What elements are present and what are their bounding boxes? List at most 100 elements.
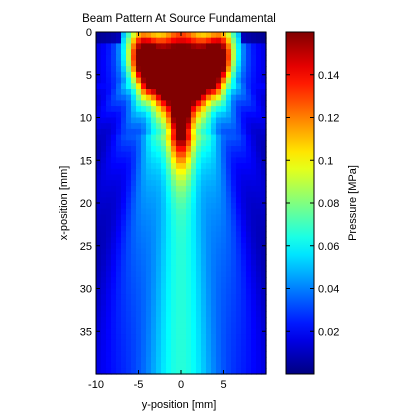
heatmap-cell [221, 225, 227, 233]
heatmap-cell [256, 77, 262, 84]
heatmap-cell [261, 271, 267, 278]
heatmap-cell [256, 299, 262, 307]
heatmap-cell [176, 362, 182, 369]
heatmap-cell [231, 271, 237, 278]
heatmap-cell [256, 174, 262, 181]
heatmap-cell [126, 271, 132, 278]
heatmap-cell [96, 248, 102, 255]
heatmap-cell [181, 83, 187, 90]
heatmap-cell [151, 356, 157, 364]
heatmap-cell [256, 49, 262, 56]
heatmap-cell [181, 180, 187, 187]
heatmap-cell [131, 203, 137, 210]
heatmap-cell [211, 265, 217, 272]
heatmap-cell [206, 60, 212, 67]
heatmap-cell [226, 277, 232, 284]
heatmap-cell [146, 146, 152, 153]
heatmap-cell [121, 66, 127, 73]
heatmap-cell [161, 111, 167, 119]
heatmap-cell [116, 351, 122, 358]
heatmap-cell [256, 111, 262, 119]
heatmap-cell [96, 60, 102, 67]
heatmap-cell [231, 106, 237, 113]
heatmap-cell [176, 271, 182, 278]
heatmap-cell [221, 163, 227, 170]
heatmap-cell [171, 351, 177, 358]
heatmap-cell [236, 294, 242, 301]
heatmap-cell [261, 237, 267, 244]
heatmap-cell [216, 271, 222, 278]
heatmap-cell [216, 328, 222, 335]
heatmap-cell [231, 111, 237, 119]
heatmap-cell [216, 339, 222, 347]
heatmap-cell [101, 362, 107, 369]
heatmap-cell [156, 220, 162, 227]
heatmap-cell [216, 77, 222, 84]
heatmap-cell [221, 237, 227, 244]
heatmap-cell [226, 134, 232, 141]
heatmap-cell [156, 305, 162, 312]
heatmap-cell [201, 248, 207, 255]
heatmap-cell [106, 111, 112, 119]
heatmap-cell [101, 311, 107, 318]
colorbar-tick-label: 0.1 [318, 155, 333, 167]
heatmap-cell [141, 106, 147, 113]
heatmap-cell [231, 197, 237, 204]
heatmap-cell [101, 271, 107, 278]
heatmap-cell [236, 265, 242, 272]
heatmap-cell [96, 362, 102, 369]
heatmap-cell [101, 43, 107, 50]
heatmap-cell [256, 225, 262, 233]
heatmap-cell [191, 345, 197, 352]
y-tick-label: 20 [80, 198, 92, 210]
heatmap-cell [221, 89, 227, 96]
heatmap-cell [186, 140, 192, 147]
heatmap-cell [241, 106, 247, 113]
heatmap-cell [146, 163, 152, 170]
heatmap-cell [261, 128, 267, 136]
heatmap-cell [251, 294, 257, 301]
heatmap-cell [226, 197, 232, 204]
heatmap-cell [211, 174, 217, 181]
heatmap-cell [131, 117, 137, 124]
heatmap-cell [221, 277, 227, 284]
heatmap-cell [141, 197, 147, 204]
heatmap-cell [171, 282, 177, 290]
heatmap-cell [141, 248, 147, 255]
heatmap-cell [246, 260, 252, 267]
heatmap-cell [241, 174, 247, 181]
heatmap-cell [136, 282, 142, 290]
heatmap-cell [131, 106, 137, 113]
heatmap-cell [241, 43, 247, 50]
heatmap-cell [261, 225, 267, 233]
heatmap-cell [166, 185, 172, 193]
heatmap-cell [231, 294, 237, 301]
heatmap-cell [106, 294, 112, 301]
heatmap-cell [146, 356, 152, 364]
heatmap-cell [171, 339, 177, 347]
heatmap-cell [156, 185, 162, 193]
heatmap-cell [166, 242, 172, 250]
heatmap-cell [186, 225, 192, 233]
heatmap-cell [196, 128, 202, 136]
heatmap-cell [231, 146, 237, 153]
heatmap-cell [186, 322, 192, 329]
heatmap-cell [136, 248, 142, 255]
heatmap-cell [151, 339, 157, 347]
heatmap-cell [251, 322, 257, 329]
heatmap-cell [176, 334, 182, 341]
heatmap-cell [211, 157, 217, 164]
heatmap-cell [141, 271, 147, 278]
heatmap-cell [211, 203, 217, 210]
heatmap-cell [166, 351, 172, 358]
heatmap-cell [256, 368, 262, 375]
heatmap-cell [106, 231, 112, 238]
heatmap-cell [121, 203, 127, 210]
heatmap-cell [146, 180, 152, 187]
heatmap-cell [136, 185, 142, 193]
heatmap-cell [226, 83, 232, 90]
heatmap-cell [131, 356, 137, 364]
heatmap-cell [101, 71, 107, 79]
heatmap-cell [121, 32, 127, 39]
heatmap-cell [141, 254, 147, 261]
